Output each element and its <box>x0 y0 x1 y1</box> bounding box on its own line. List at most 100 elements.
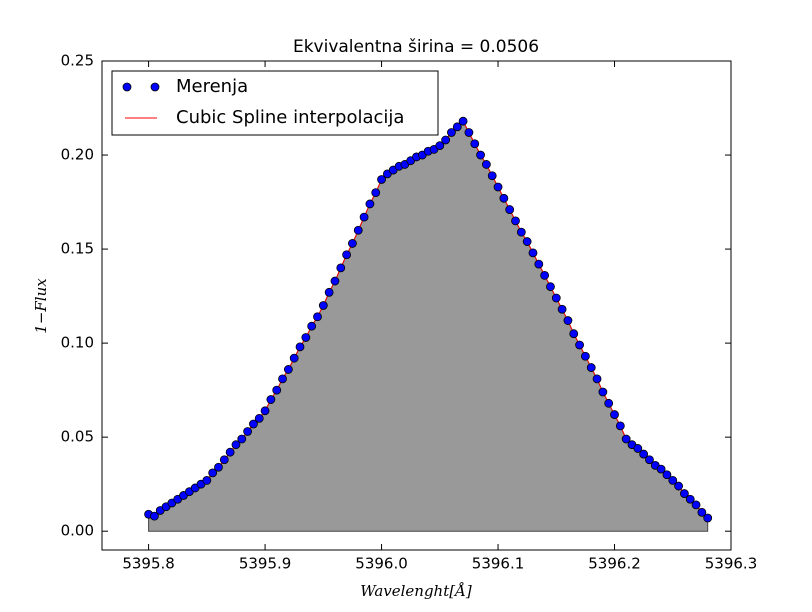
x-axis-label: Wavelenght[Å] <box>360 582 472 600</box>
y-axis-label: 1−Flux <box>32 278 50 334</box>
data-point <box>208 468 218 478</box>
data-point <box>534 259 544 269</box>
legend-label: Merenja <box>176 76 248 97</box>
data-point <box>295 342 305 352</box>
x-tick-label: 5395.8 <box>122 555 175 573</box>
data-point <box>313 312 322 322</box>
data-point <box>324 287 334 297</box>
data-point <box>569 329 579 339</box>
data-point <box>441 135 451 145</box>
data-point <box>563 316 573 325</box>
data-point <box>604 398 614 408</box>
x-tick-label: 5395.9 <box>239 555 292 573</box>
data-point <box>674 481 683 491</box>
chart-title: Ekvivalentna širina = 0.0506 <box>293 37 539 57</box>
data-point <box>639 449 649 459</box>
data-point <box>697 507 707 517</box>
data-point <box>266 395 276 404</box>
y-tick-label: 0.15 <box>61 240 94 258</box>
data-point <box>580 351 590 361</box>
x-tick-label: 5396.1 <box>472 555 525 573</box>
data-point <box>592 374 602 384</box>
legend-box <box>111 70 439 136</box>
data-point <box>225 447 235 457</box>
data-point <box>249 419 258 429</box>
data-point <box>435 141 445 151</box>
data-point <box>575 340 584 350</box>
data-point <box>645 455 654 465</box>
data-point <box>691 500 701 510</box>
data-point <box>452 122 462 132</box>
data-point <box>633 444 643 453</box>
data-point <box>283 365 293 374</box>
data-point <box>301 333 311 342</box>
data-point <box>528 248 538 258</box>
data-point <box>348 239 357 248</box>
data-point <box>150 511 159 521</box>
data-point <box>516 227 526 237</box>
data-point <box>237 434 247 444</box>
data-point <box>481 160 491 169</box>
data-point <box>289 353 299 363</box>
data-point <box>487 171 497 181</box>
data-point <box>307 321 317 331</box>
data-point <box>336 263 346 273</box>
data-point <box>365 199 375 209</box>
data-point <box>499 193 509 203</box>
data-point <box>511 216 520 226</box>
data-point <box>598 387 608 397</box>
data-point <box>214 462 223 472</box>
data-point <box>703 513 713 523</box>
y-tick-label: 0.05 <box>61 428 94 446</box>
data-point <box>243 427 253 436</box>
data-point <box>260 406 270 416</box>
data-point <box>353 225 363 235</box>
x-tick-label: 5396.3 <box>705 555 758 573</box>
data-point <box>219 455 229 465</box>
legend-marker <box>150 82 160 92</box>
data-point <box>272 385 282 395</box>
data-point <box>621 434 631 444</box>
data-point <box>330 276 340 286</box>
data-point <box>685 494 695 504</box>
data-point <box>371 188 381 198</box>
data-point <box>202 476 212 485</box>
data-point <box>470 139 480 149</box>
data-point <box>359 212 369 222</box>
data-point <box>231 440 241 450</box>
data-point <box>458 116 468 126</box>
data-point <box>662 470 672 480</box>
data-point <box>464 128 474 137</box>
y-tick-label: 0.00 <box>61 522 94 540</box>
data-point <box>540 271 550 280</box>
legend-marker <box>122 82 132 92</box>
data-point <box>680 489 689 498</box>
y-tick-label: 0.20 <box>61 146 94 164</box>
data-point <box>447 128 456 137</box>
data-point <box>615 421 625 431</box>
data-point <box>505 205 515 214</box>
data-point <box>557 304 567 314</box>
legend-label: Cubic Spline interpolacija <box>176 107 404 128</box>
data-point <box>342 250 352 260</box>
data-point <box>254 413 264 423</box>
data-point <box>546 282 555 292</box>
data-point <box>476 150 485 160</box>
plot-frame <box>101 60 732 551</box>
data-point <box>278 374 287 384</box>
x-tick-label: 5396.0 <box>355 555 408 573</box>
data-point <box>586 363 596 372</box>
data-point <box>522 237 532 246</box>
data-point <box>668 476 678 485</box>
data-point <box>610 410 619 419</box>
y-tick-label: 0.10 <box>61 334 94 352</box>
data-point <box>377 175 386 184</box>
data-point <box>656 464 666 474</box>
y-tick-label: 0.25 <box>61 52 94 70</box>
x-tick-label: 5396.2 <box>588 555 641 573</box>
data-point <box>493 182 503 192</box>
data-point <box>318 301 328 310</box>
data-point <box>551 293 561 303</box>
